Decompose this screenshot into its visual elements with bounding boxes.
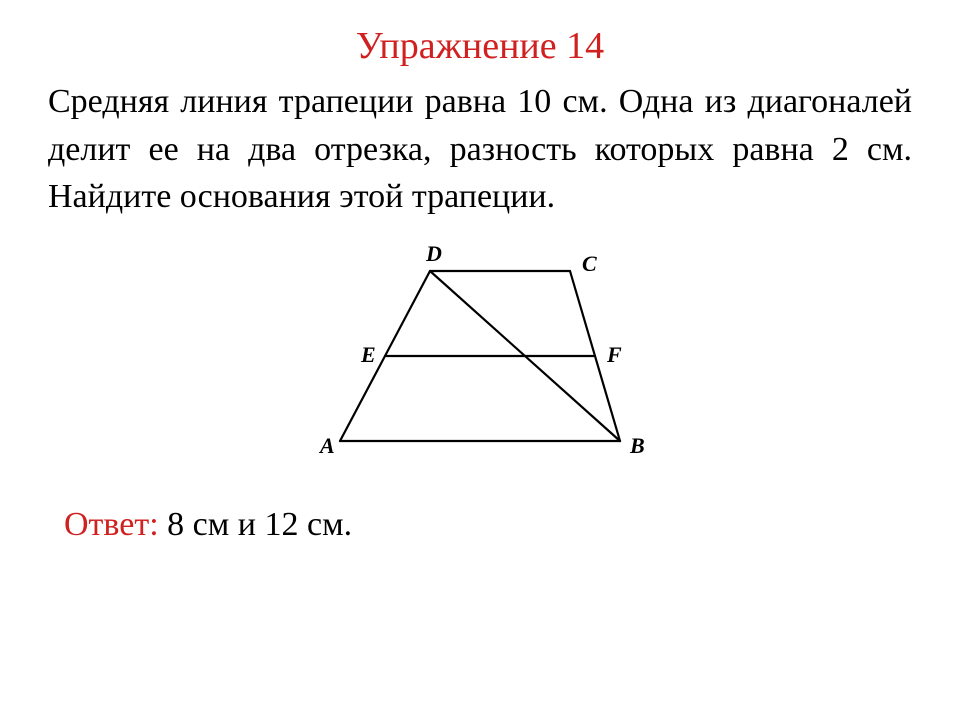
vertex-label-F: F xyxy=(606,342,622,367)
vertex-label-C: C xyxy=(582,251,597,276)
vertex-label-D: D xyxy=(425,241,442,266)
answer-label: Ответ: xyxy=(64,506,159,543)
vertex-label-B: B xyxy=(629,433,645,458)
vertex-label-E: E xyxy=(360,342,376,367)
trapezoid-diagram: A B C D E F xyxy=(270,231,690,471)
exercise-title: Упражнение 14 xyxy=(40,24,920,68)
answer-line: Ответ: 8 см и 12 см. xyxy=(64,506,920,544)
answer-value: 8 см и 12 см. xyxy=(159,506,352,543)
page: Упражнение 14 Средняя линия трапеции рав… xyxy=(0,0,960,720)
figure-container: A B C D E F xyxy=(40,231,920,476)
vertex-label-A: A xyxy=(318,433,335,458)
problem-statement: Средняя линия трапеции равна 10 см. Одна… xyxy=(48,78,912,221)
